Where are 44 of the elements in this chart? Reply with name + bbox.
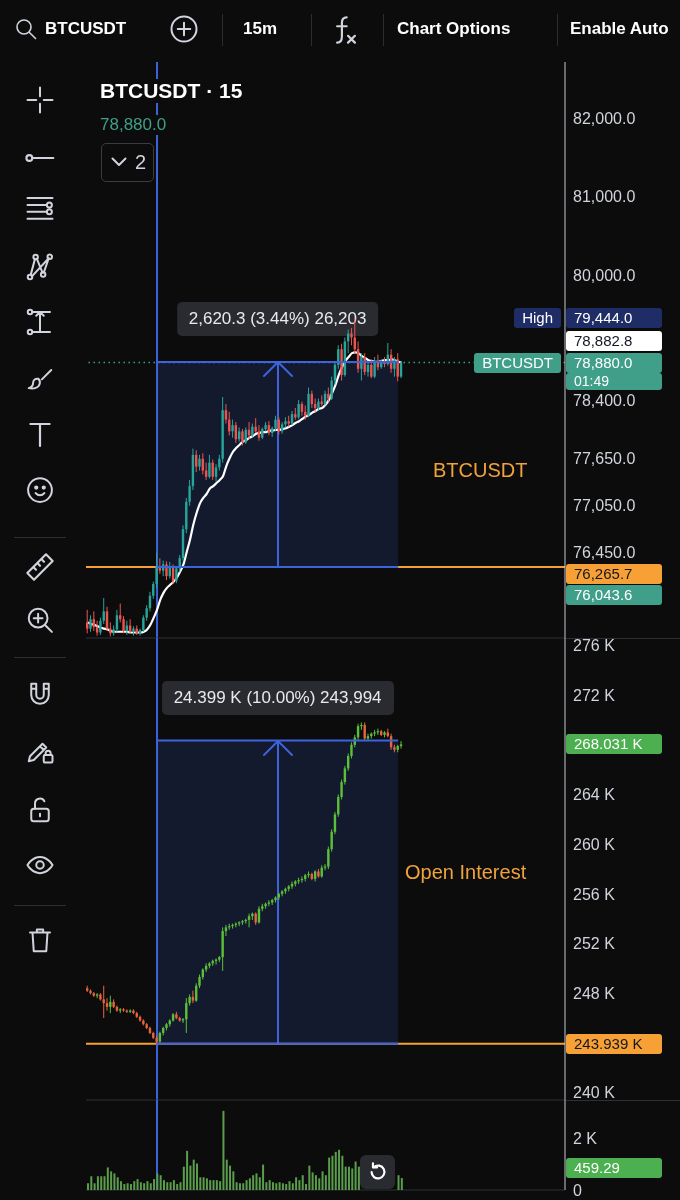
- price-tag: 268.031 K: [566, 734, 662, 755]
- price-tag: 76,043.6: [566, 585, 662, 605]
- price-tag: 76,265.7: [566, 564, 662, 585]
- y-tick-label: 76,450.0: [573, 544, 636, 562]
- y-tick-label: 78,400.0: [573, 391, 636, 409]
- ref-line-label: 76,265.7: [574, 565, 633, 583]
- annotation: Open Interest: [405, 861, 527, 883]
- price-tag: 79,444.0: [566, 308, 662, 328]
- toggle-button: 2: [101, 143, 154, 182]
- y-tick-label: 276 K: [573, 637, 616, 655]
- text: BTCUSDT · 15: [100, 79, 243, 102]
- y-tick-label: 252 K: [573, 935, 616, 953]
- y-tick-label: 77,650.0: [573, 450, 636, 468]
- price-tag: High: [514, 308, 561, 328]
- y-tick-label: 82,000.0: [573, 110, 636, 128]
- y-tick-label: 81,000.0: [573, 188, 636, 206]
- price-tag: 78,882.8: [566, 331, 662, 351]
- y-tick-label: 0: [573, 1181, 582, 1199]
- price-tag: 459.29: [566, 1158, 662, 1178]
- price-tag: BTCUSDT: [474, 352, 561, 373]
- ref-line-label: 243.939 K: [574, 1034, 643, 1052]
- y-tick-label: 248 K: [573, 984, 616, 1002]
- y-tick-label: 77,050.0: [573, 497, 636, 515]
- price-tag: 78,880.0: [566, 352, 662, 373]
- annotation: BTCUSDT: [482, 353, 553, 371]
- text: BTCUSDT: [45, 19, 127, 38]
- measure-callout: 2,620.3 (3.44%) 26,203: [176, 302, 379, 337]
- annotation: High: [522, 309, 553, 326]
- text: 78,880.0: [100, 115, 167, 134]
- y-tick-label: 260 K: [573, 835, 616, 853]
- price-tag: 243.939 K: [566, 1033, 662, 1054]
- text: 15m: [243, 19, 278, 38]
- y-tick-label: 256 K: [573, 885, 616, 903]
- y-tick-label: 264 K: [573, 786, 616, 804]
- series-label: 2,620.3 (3.44%) 26,203: [188, 309, 367, 329]
- y-tick-label: 240 K: [573, 1084, 616, 1102]
- measure-callout: 24.399 K (10.00%) 243,994: [161, 680, 394, 715]
- annotation: 2: [135, 151, 147, 173]
- text: Enable Auto: [570, 19, 669, 38]
- y-tick-label: 80,000.0: [573, 266, 636, 284]
- y-tick-label: 272 K: [573, 686, 616, 704]
- annotation: BTCUSDT: [433, 459, 528, 481]
- text: Chart Options: [397, 19, 511, 38]
- y-tick-label: 2 K: [573, 1129, 598, 1147]
